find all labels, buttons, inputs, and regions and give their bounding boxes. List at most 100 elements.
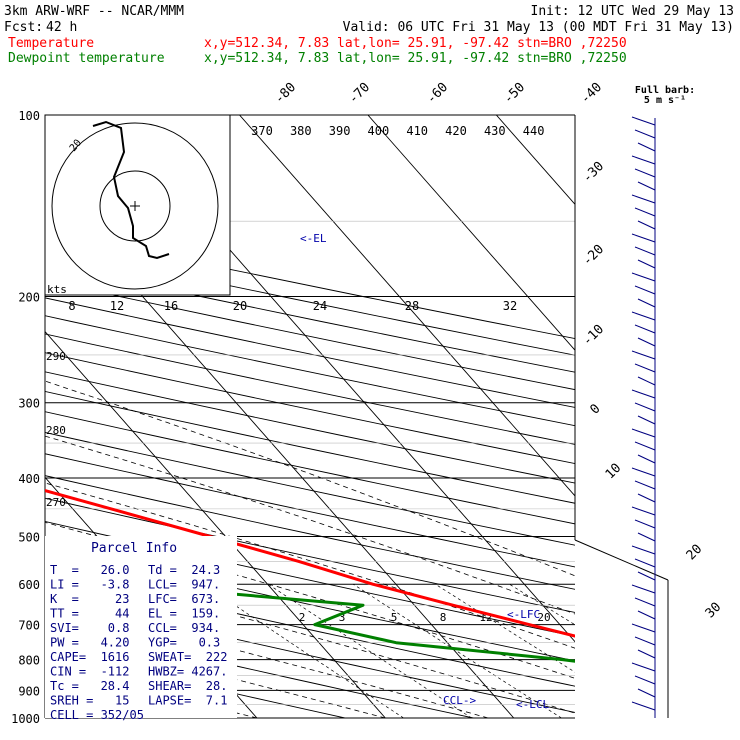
wind-barb [634,558,656,568]
temperature-tick-label: -10 [580,322,607,349]
parcel-stat-left: SREH = 15 [50,694,129,708]
wind-barb [631,116,656,126]
init-time: Init: 12 UTC Wed 29 May 13 [531,4,735,19]
wind-barb [634,597,656,607]
wind-barb [637,610,656,620]
barb-legend-value: 5 m s⁻¹ [644,95,686,106]
legend-temperature-info: x,y=512.34, 7.83 lat,lon= 25.91, -97.42 … [204,36,627,51]
parcel-stat-right: LAPSE= 7.1 [148,694,227,708]
pressure-tick-label: 500 [18,530,40,544]
hodograph-center-icon [130,201,140,211]
theta-label: 370 [251,124,273,138]
parcel-stat-left: T = 26.0 [50,563,129,577]
wind-barb [634,324,656,334]
theta-label: 420 [445,124,467,138]
theta-label: 380 [290,124,312,138]
moist-adiabat [45,482,575,649]
temperature-tick-label: 0 [587,401,603,417]
wind-barb [637,376,656,386]
wind-barb [634,675,656,685]
parcel-info-panel: Parcel Info T = 26.0 Td = 24.3 LI = -3.8 LC… [45,536,237,722]
mixing-ratio-line [607,584,740,718]
temperature-tick-label: 30 [703,600,725,622]
mixing-ratio-label: 20 [233,299,247,313]
hodograph-ring-outer [51,122,219,290]
mixing-ratio-label: 8 [68,299,75,313]
parcel-stat-right: SHEAR= 28. [148,679,227,693]
el-marker: <-EL [300,232,327,245]
legend-dewpoint-info: x,y=512.34, 7.83 lat,lon= 25.91, -97.42 … [204,51,627,66]
pressure-tick-label: 800 [18,654,40,668]
parcel-stat-right: Td = 24.3 [148,563,220,577]
wind-barb [634,207,656,217]
mixing-ratio-label: 16 [164,299,178,313]
wind-barb [634,246,656,256]
wind-barb [631,311,656,321]
parcel-stat-right: HWBZ= 4267. [148,665,227,679]
wind-barb [637,181,656,191]
parcel-stat-left: SVI= 0.8 [50,621,129,635]
forecast-hour: 42 h [46,20,77,35]
legend-temperature-name: Temperature [8,36,94,51]
wind-barb [637,493,656,503]
moist-adiabat [45,565,575,714]
wind-barb [637,337,656,347]
wind-barb [637,649,656,659]
wind-barb [634,480,656,490]
legend-dewpoint-name: Dewpoint temperature [8,51,165,66]
parcel-stat-right: LCL= 947. [148,578,220,592]
theta-label: 400 [368,124,390,138]
hodograph-ring-inner [99,170,171,242]
right-skew-edge [574,539,669,581]
theta-label: 390 [329,124,351,138]
wind-barb [637,415,656,425]
temperature-tick-label: -20 [580,242,607,269]
isotherm [367,115,575,351]
wind-barb [631,389,656,399]
pressure-tick-label: 900 [18,684,40,698]
wind-barb [634,285,656,295]
wind-barb [634,519,656,529]
model-title: 3km ARW-WRF -- NCAR/MMM [4,4,184,19]
hodograph-units: kts [47,283,67,296]
wind-barb [631,233,656,243]
parcel-stat-left: CIN = -112 [50,665,129,679]
lfc-marker: <-LFC [507,608,540,621]
temperature-tick-label: -50 [501,80,528,107]
hodograph-panel [44,114,231,296]
temperature-tick-label: -80 [272,80,299,107]
temperature-tick-label: -40 [578,80,605,107]
theta-label: 410 [406,124,428,138]
lcl-marker: <-LCL [516,698,549,711]
parcel-stat-right: CCL= 934. [148,621,220,635]
wind-barb [637,142,656,152]
theta-side-label: 270 [46,496,66,509]
wind-barb [637,688,656,698]
wind-barb [637,571,656,581]
parcel-stat-left: PW = 4.20 [50,636,129,650]
wind-barb [634,441,656,451]
wind-barb [634,168,656,178]
parcel-stat-right: SWEAT= 222 [148,650,227,664]
isotherm [239,115,575,497]
wind-barb [637,220,656,230]
parcel-stat-left: TT = 44 [50,607,129,621]
theta-side-label: 280 [46,424,66,437]
mixing-ratio-line [268,583,472,718]
mixing-ratio-label: 28 [405,299,419,313]
parcel-stat-left: CAPE= 1616 [50,650,129,664]
wind-barb [634,363,656,373]
theta-label: 440 [523,124,545,138]
wind-barb [631,428,656,438]
wind-barb [631,701,656,711]
wind-barb [631,584,656,594]
wind-barb [634,129,656,139]
parcel-stat-right: EL = 159. [148,607,220,621]
temperature-tick-label: -30 [580,159,607,186]
pressure-tick-label: 300 [18,397,40,411]
mixing-ratio-label: 24 [313,299,327,313]
parcel-stat-left: K = 23 [50,592,129,606]
wind-barb [637,532,656,542]
forecast-label: Fcst: [4,20,43,35]
